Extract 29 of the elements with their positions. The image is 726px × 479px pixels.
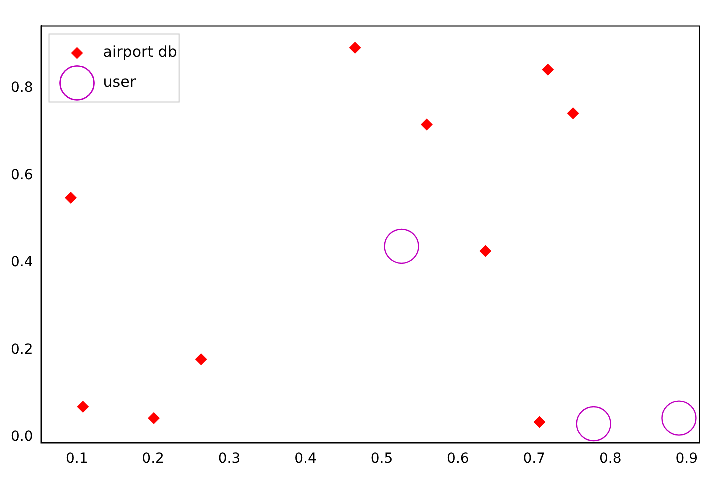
- x-tick-label: 0.7: [523, 451, 546, 468]
- point: [567, 107, 580, 120]
- y-tick-label: 0.0: [11, 429, 34, 446]
- y-tick-label: 0.6: [11, 167, 34, 184]
- point: [64, 192, 77, 204]
- point: [542, 64, 554, 76]
- point: [349, 42, 362, 54]
- x-tick-label: 0.2: [142, 451, 164, 468]
- x-tick-label: 0.1: [66, 451, 88, 468]
- x-tick-label: 0.4: [294, 451, 317, 468]
- x-tick-label: 0.8: [599, 451, 622, 468]
- x-tick-label: 0.3: [218, 451, 241, 468]
- x-tick-label: 0.6: [447, 451, 470, 468]
- y-tick-label: 0.8: [11, 80, 34, 96]
- point: [148, 412, 160, 424]
- point: [480, 245, 492, 258]
- point: [534, 416, 546, 428]
- point: [662, 400, 697, 436]
- point: [195, 353, 208, 366]
- point: [420, 118, 433, 131]
- point: [384, 228, 420, 264]
- y-tick-label: 0.2: [11, 342, 34, 358]
- point: [77, 400, 90, 413]
- legend-label: user: [103, 73, 137, 92]
- legend-label: airport db: [103, 43, 178, 62]
- point: [576, 406, 612, 442]
- x-tick-label: 0.5: [370, 451, 394, 468]
- y-tick-label: 0.4: [11, 254, 34, 271]
- x-tick-label: 0.9: [676, 451, 698, 468]
